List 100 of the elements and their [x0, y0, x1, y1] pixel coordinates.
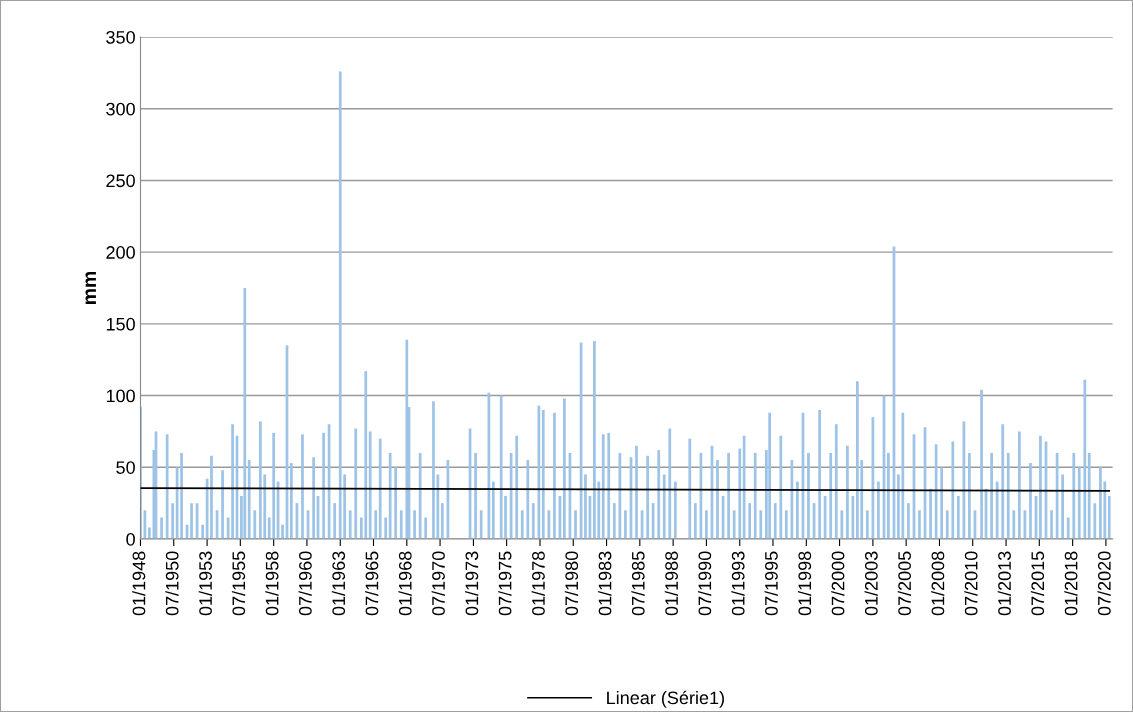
y-axis-title: mm: [85, 271, 96, 305]
x-tick-label: 01/2013: [997, 551, 1011, 616]
bar: [520, 510, 524, 539]
bar: [646, 455, 650, 539]
bar: [289, 462, 293, 539]
bar: [378, 438, 382, 539]
bar: [716, 460, 719, 539]
bar: [1099, 467, 1102, 539]
bar: [384, 517, 388, 539]
x-tick-label: 07/2010: [964, 551, 978, 616]
bar: [773, 503, 777, 539]
bar: [259, 421, 262, 539]
x-tick-label: 07/1960: [298, 551, 312, 616]
bar: [929, 488, 932, 539]
bar: [818, 409, 821, 539]
bar: [333, 503, 337, 539]
bar: [1012, 510, 1016, 539]
bar: [322, 432, 325, 539]
x-tick-label: 01/1968: [398, 551, 412, 616]
bar: [807, 452, 810, 539]
bar: [784, 510, 788, 539]
bar: [705, 510, 708, 539]
bar: [990, 452, 993, 539]
bar: [907, 503, 910, 539]
bar: [940, 467, 944, 539]
bar: [601, 434, 605, 539]
bar: [312, 457, 315, 539]
bar: [901, 412, 905, 539]
legend-label: Linear (Série1): [607, 690, 724, 708]
x-tick-label: 01/2008: [931, 551, 945, 616]
bar: [1006, 452, 1010, 539]
bar: [1061, 474, 1064, 539]
bar: [1083, 379, 1087, 539]
x-tick-label: 01/1953: [198, 551, 212, 616]
x-tick-label: 07/1950: [165, 551, 179, 616]
bar: [531, 503, 535, 539]
bar: [738, 448, 742, 539]
bar: [995, 481, 999, 539]
bar: [635, 445, 638, 539]
y-tick-label: 0: [126, 532, 135, 546]
x-tick-label: 07/1965: [365, 551, 379, 616]
bar: [1072, 452, 1076, 539]
bar: [1087, 452, 1091, 539]
bar: [201, 524, 205, 539]
bar: [547, 510, 551, 539]
bar: [405, 339, 409, 539]
bar: [834, 424, 838, 539]
x-tick-label: 01/1958: [265, 551, 279, 616]
bar: [1029, 462, 1032, 539]
x-tick-label: 01/1973: [465, 551, 479, 616]
bar: [368, 431, 372, 539]
bar: [759, 510, 763, 539]
bar: [668, 428, 672, 539]
bar: [272, 432, 276, 539]
bar: [968, 452, 971, 539]
bar: [1018, 431, 1021, 539]
bar: [553, 412, 556, 539]
y-tick-label: 50: [116, 461, 135, 474]
bar: [190, 503, 193, 539]
bar: [1050, 510, 1053, 539]
bar: [541, 409, 545, 539]
bar: [165, 434, 169, 539]
y-tick-label: 350: [106, 30, 135, 44]
bar: [526, 460, 530, 539]
bar: [1001, 424, 1005, 539]
bar: [693, 503, 697, 539]
bar: [563, 398, 566, 539]
bar: [418, 452, 422, 539]
bar: [1039, 435, 1042, 539]
bar: [247, 460, 251, 539]
x-tick-label: 01/2018: [1064, 551, 1078, 616]
bar: [662, 474, 666, 539]
bar: [980, 389, 983, 539]
bar: [432, 401, 435, 539]
bar: [210, 455, 213, 539]
bar: [253, 510, 257, 539]
bar: [440, 503, 444, 539]
bar: [956, 495, 960, 539]
y-tick-label: 150: [106, 317, 135, 331]
bar: [768, 412, 772, 539]
bar: [474, 452, 477, 539]
bar: [354, 428, 358, 539]
x-tick-label: 01/1988: [664, 551, 678, 616]
bar: [753, 452, 757, 539]
x-tick-label: 07/1955: [231, 551, 246, 616]
bar: [887, 452, 890, 539]
bar: [394, 467, 398, 539]
y-tick-label: 250: [106, 174, 135, 188]
bar: [624, 510, 627, 539]
bar: [388, 452, 392, 539]
x-tick-label: 07/1995: [764, 551, 778, 616]
x-tick-label: 07/1985: [631, 551, 645, 616]
bar: [243, 288, 247, 539]
bar: [673, 481, 677, 539]
bar: [612, 503, 616, 539]
bar: [374, 510, 378, 539]
bar: [515, 435, 519, 539]
bar: [160, 517, 163, 539]
bar: [1066, 517, 1070, 539]
x-tick-label: 07/2005: [897, 551, 911, 616]
